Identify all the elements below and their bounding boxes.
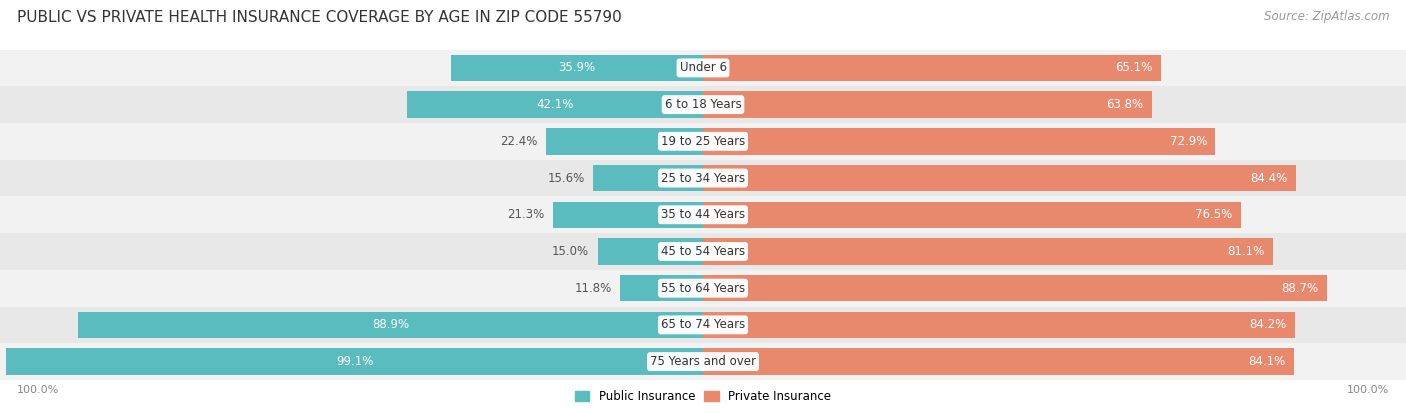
Text: 81.1%: 81.1% <box>1227 245 1265 258</box>
Bar <box>554 202 703 228</box>
Text: 84.4%: 84.4% <box>1251 171 1288 185</box>
Bar <box>546 128 703 154</box>
Text: 15.0%: 15.0% <box>553 245 589 258</box>
Text: 25 to 34 Years: 25 to 34 Years <box>661 171 745 185</box>
Bar <box>450 55 703 81</box>
Bar <box>0 233 1406 270</box>
Text: 100.0%: 100.0% <box>17 385 59 395</box>
Text: 21.3%: 21.3% <box>508 208 546 221</box>
Bar <box>6 349 703 375</box>
Text: 19 to 25 Years: 19 to 25 Years <box>661 135 745 148</box>
Text: 72.9%: 72.9% <box>1170 135 1206 148</box>
Bar <box>703 55 1161 81</box>
Text: Source: ZipAtlas.com: Source: ZipAtlas.com <box>1264 10 1389 23</box>
Text: 84.1%: 84.1% <box>1249 355 1285 368</box>
Text: 84.2%: 84.2% <box>1250 318 1286 331</box>
Bar <box>703 275 1327 301</box>
Bar <box>593 165 703 191</box>
Text: 42.1%: 42.1% <box>536 98 574 111</box>
Text: PUBLIC VS PRIVATE HEALTH INSURANCE COVERAGE BY AGE IN ZIP CODE 55790: PUBLIC VS PRIVATE HEALTH INSURANCE COVER… <box>17 10 621 25</box>
Bar <box>0 123 1406 160</box>
Bar <box>703 165 1296 191</box>
Legend: Public Insurance, Private Insurance: Public Insurance, Private Insurance <box>575 390 831 403</box>
Bar <box>620 275 703 301</box>
Bar <box>408 91 703 118</box>
Text: Under 6: Under 6 <box>679 62 727 74</box>
Bar <box>0 160 1406 197</box>
Bar <box>703 238 1272 265</box>
Text: 15.6%: 15.6% <box>548 171 585 185</box>
Text: 76.5%: 76.5% <box>1195 208 1232 221</box>
Text: 45 to 54 Years: 45 to 54 Years <box>661 245 745 258</box>
Text: 6 to 18 Years: 6 to 18 Years <box>665 98 741 111</box>
Bar <box>0 86 1406 123</box>
Bar <box>77 312 703 338</box>
Text: 35.9%: 35.9% <box>558 62 595 74</box>
Text: 100.0%: 100.0% <box>1347 385 1389 395</box>
Bar <box>0 197 1406 233</box>
Text: 75 Years and over: 75 Years and over <box>650 355 756 368</box>
Text: 65.1%: 65.1% <box>1115 62 1152 74</box>
Bar <box>703 349 1294 375</box>
Bar <box>703 202 1241 228</box>
Bar <box>598 238 703 265</box>
Text: 63.8%: 63.8% <box>1107 98 1143 111</box>
Bar <box>0 50 1406 86</box>
Text: 55 to 64 Years: 55 to 64 Years <box>661 282 745 295</box>
Text: 65 to 74 Years: 65 to 74 Years <box>661 318 745 331</box>
Bar <box>703 128 1215 154</box>
Bar <box>0 343 1406 380</box>
Bar <box>0 306 1406 343</box>
Bar <box>703 312 1295 338</box>
Text: 88.7%: 88.7% <box>1281 282 1319 295</box>
Text: 22.4%: 22.4% <box>499 135 537 148</box>
Text: 88.9%: 88.9% <box>373 318 409 331</box>
Bar <box>0 270 1406 306</box>
Text: 11.8%: 11.8% <box>575 282 612 295</box>
Text: 35 to 44 Years: 35 to 44 Years <box>661 208 745 221</box>
Bar <box>703 91 1152 118</box>
Text: 99.1%: 99.1% <box>336 355 374 368</box>
